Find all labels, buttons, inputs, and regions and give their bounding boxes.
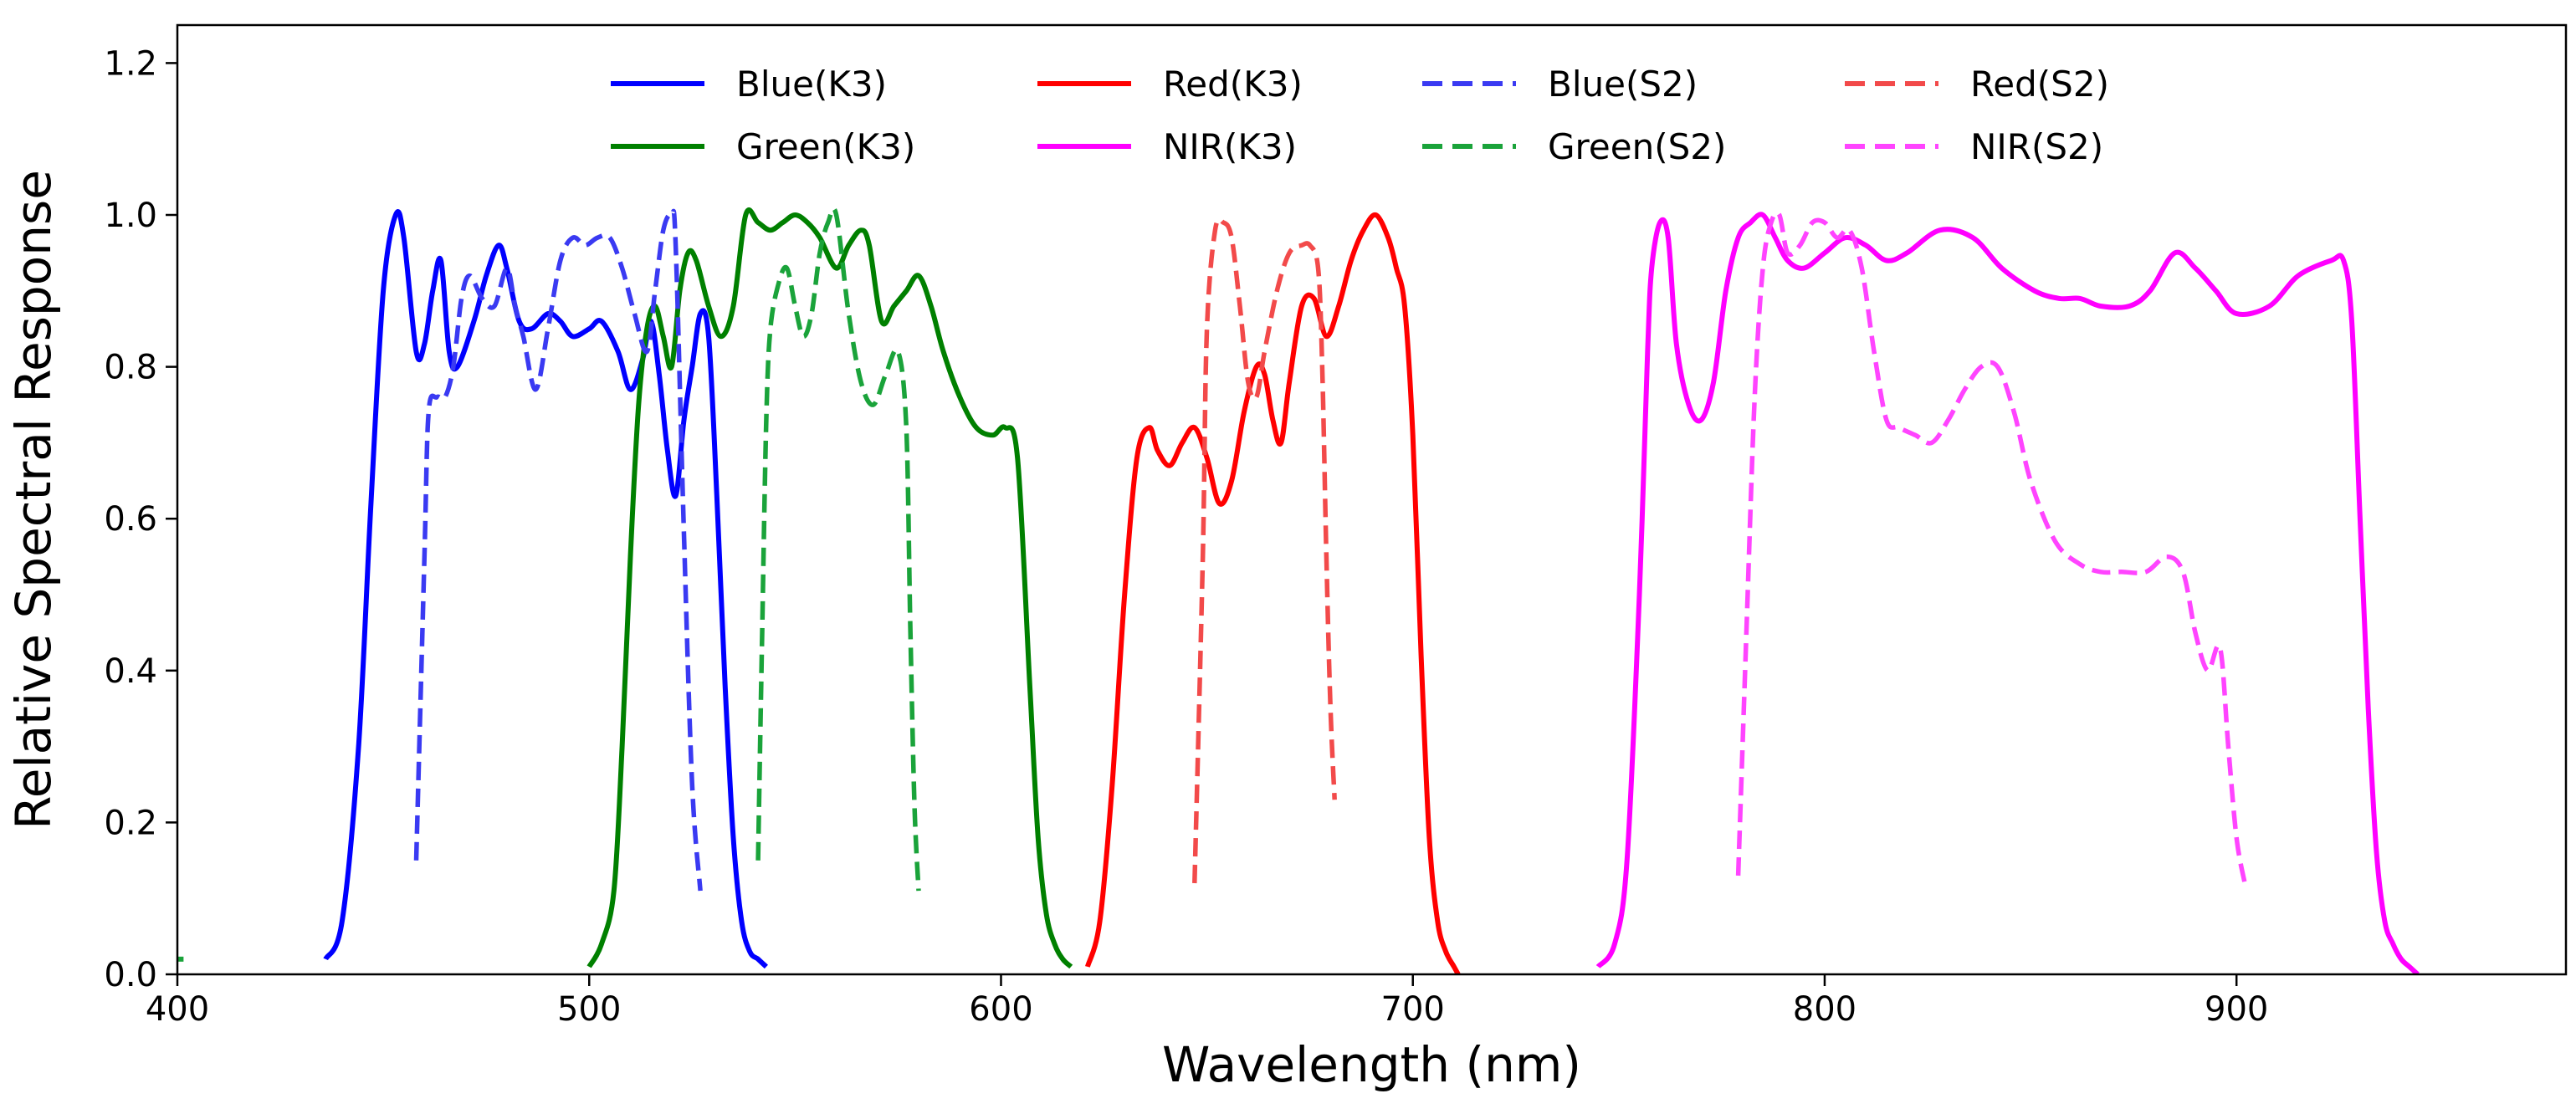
y-tick-label: 0.8 — [104, 349, 157, 387]
y-tick-label: 1.2 — [104, 44, 157, 83]
x-tick-label: 900 — [2205, 990, 2268, 1029]
legend-label: Green(K3) — [736, 126, 915, 167]
legend-entry-green-s2: Green(S2) — [1422, 126, 1726, 167]
legend-label: NIR(K3) — [1163, 126, 1297, 167]
x-tick-label: 500 — [557, 990, 621, 1029]
y-tick-label: 0.2 — [104, 804, 157, 842]
legend-label: Blue(S2) — [1548, 64, 1698, 105]
legend-entry-nir-s2: NIR(S2) — [1845, 126, 2103, 167]
legend-entry-green-k3: Green(K3) — [611, 126, 915, 167]
legend-label: Green(S2) — [1548, 126, 1726, 167]
y-axis: 0.0 0.2 0.4 0.6 0.8 1.0 1.2 — [104, 44, 177, 994]
y-tick-label: 0.0 — [104, 956, 157, 994]
series-layer — [177, 206, 2420, 974]
series-line-green-k3 — [586, 207, 1073, 969]
plot-frame — [176, 23, 2568, 976]
series-line-nir-s2 — [1735, 210, 2247, 884]
x-tick-label: 400 — [146, 990, 209, 1029]
x-tick-label: 700 — [1381, 990, 1445, 1029]
series-line-red-k3 — [1084, 212, 1461, 974]
series-line-nir-k3 — [1595, 212, 2420, 974]
legend-label: Blue(K3) — [736, 64, 887, 105]
x-axis-title: Wavelength (nm) — [1162, 1036, 1581, 1093]
x-tick-label: 800 — [1793, 990, 1856, 1029]
legend-entry-red-s2: Red(S2) — [1845, 64, 2109, 105]
legend: Blue(K3) Green(K3) Red(K3) NIR(K3) Blue(S2) G… — [611, 64, 2109, 167]
legend-entry-blue-k3: Blue(K3) — [611, 64, 887, 105]
y-tick-label: 0.6 — [104, 500, 157, 539]
legend-entry-nir-k3: NIR(K3) — [1037, 126, 1297, 167]
series-line-red-s2 — [1192, 217, 1337, 884]
y-tick-label: 0.4 — [104, 652, 157, 691]
y-axis-title: Relative Spectral Response — [5, 170, 62, 830]
legend-entry-red-k3: Red(K3) — [1037, 64, 1303, 105]
x-axis: 400 500 600 700 800 900 — [146, 974, 2268, 1029]
legend-label: NIR(S2) — [1970, 126, 2103, 167]
legend-label: Red(K3) — [1163, 64, 1303, 105]
legend-entry-blue-s2: Blue(S2) — [1422, 64, 1698, 105]
series-line-blue-s2 — [413, 208, 703, 892]
series-line-blue-k3 — [323, 208, 768, 969]
y-tick-label: 1.0 — [104, 197, 157, 235]
x-tick-label: 600 — [969, 990, 1032, 1029]
series-line-green-s2 — [755, 206, 921, 892]
legend-label: Red(S2) — [1970, 64, 2109, 105]
